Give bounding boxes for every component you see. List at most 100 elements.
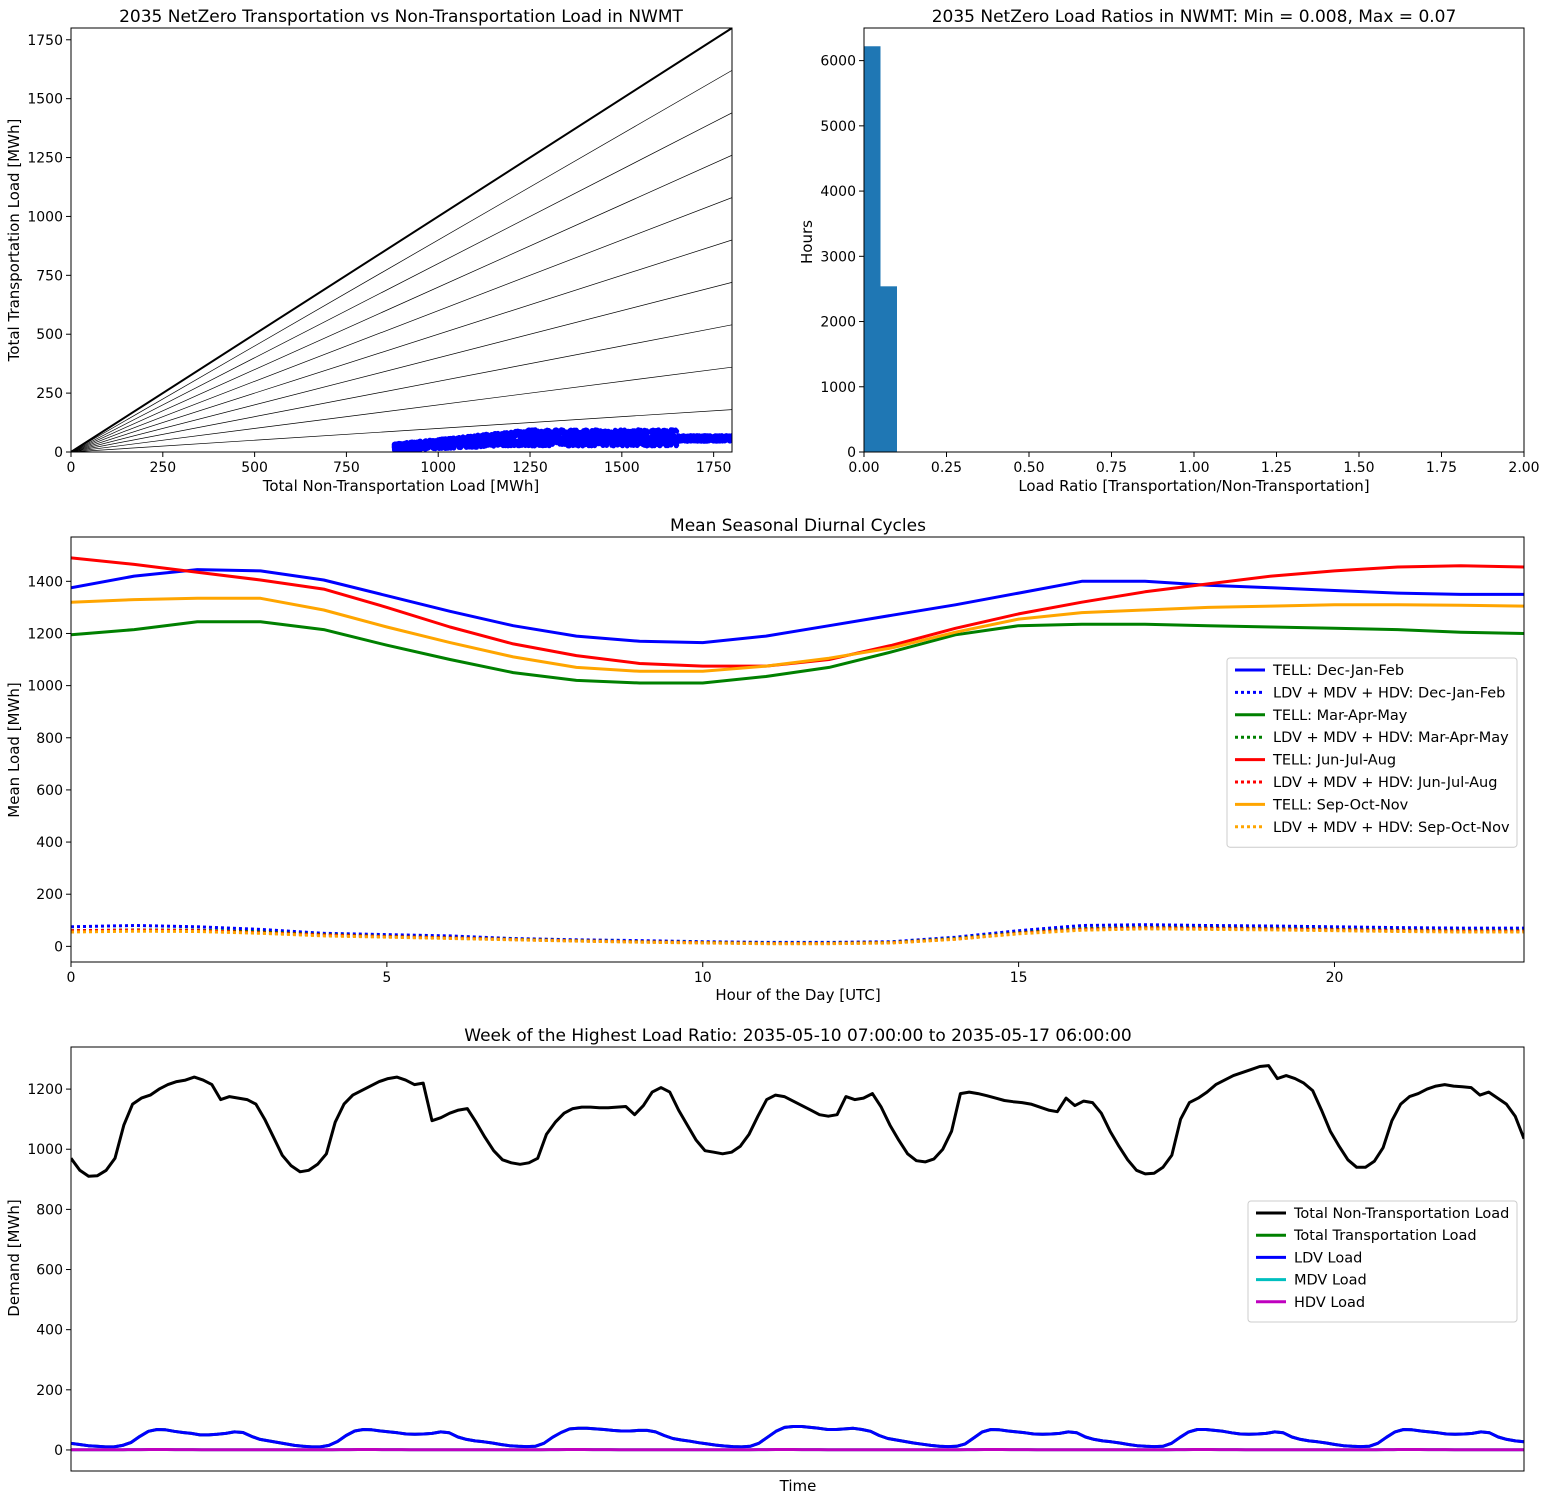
data-point: [702, 434, 707, 440]
data-point: [690, 437, 695, 443]
diurnal-ytick-label: 400: [36, 835, 63, 851]
histogram-xtick-label: 0.50: [1013, 460, 1044, 476]
data-point: [564, 442, 570, 448]
data-point: [400, 443, 406, 449]
data-point: [559, 442, 565, 447]
data-point: [485, 443, 491, 448]
data-point: [584, 440, 590, 446]
histogram-ytick-label: 0: [847, 445, 856, 461]
histogram-xtick-label: 2.00: [1508, 460, 1539, 476]
data-point: [717, 433, 722, 438]
data-point: [473, 439, 479, 445]
scatter-ytick-label: 1500: [27, 92, 63, 108]
diurnal-legend-box: [1226, 657, 1518, 848]
data-point: [472, 433, 477, 439]
data-point: [673, 427, 678, 433]
data-point: [632, 436, 638, 441]
diurnal-panel: Mean Seasonal Diurnal Cycles Hour of the…: [5, 516, 1525, 1004]
data-point: [493, 431, 499, 436]
data-point: [538, 442, 544, 448]
scatter-xtick-label: 1000: [420, 460, 456, 476]
week-ytick-label: 600: [36, 1263, 63, 1279]
data-point: [573, 436, 578, 441]
data-point: [533, 440, 539, 446]
data-point: [552, 427, 558, 433]
series-line: [71, 927, 1524, 946]
data-point: [604, 443, 610, 448]
data-point: [419, 446, 424, 451]
week-title: Week of the Highest Load Ratio: 2035-05-…: [464, 1026, 1131, 1046]
data-point: [502, 443, 508, 449]
week-legend-entry: Total Non-Transportation Load: [1293, 1206, 1509, 1222]
week-plot-area: [71, 1064, 1524, 1452]
data-point: [529, 433, 535, 439]
series-line: [71, 1425, 1524, 1449]
diurnal-ytick-label: 600: [36, 783, 63, 799]
data-point: [724, 437, 730, 443]
histogram-ylabel: Hours: [798, 220, 816, 264]
data-point: [569, 438, 574, 443]
data-point: [635, 432, 640, 438]
reference-line: [71, 324, 732, 452]
week-ytick-label: 0: [54, 1443, 63, 1459]
scatter-ytick-label: 1000: [27, 209, 63, 225]
data-point: [623, 430, 629, 436]
data-point: [667, 431, 672, 437]
week-ytick-label: 800: [36, 1202, 63, 1218]
data-point: [545, 430, 551, 436]
histogram-axes-frame: [863, 27, 1525, 453]
week-ytick-label: 1000: [27, 1142, 63, 1158]
series-line: [71, 596, 1524, 673]
diurnal-legend-entry: LDV + MDV + HDV: Dec-Jan-Feb: [1273, 685, 1505, 701]
data-point: [484, 439, 490, 445]
diurnal-ytick-label: 1200: [27, 626, 63, 642]
diurnal-ylabel: Mean Load [MWh]: [5, 682, 23, 817]
histogram-ytick-label: 3000: [820, 249, 856, 265]
histogram-bar: [880, 286, 897, 452]
scatter-xlabel: Total Non-Transportation Load [MWh]: [262, 477, 540, 495]
data-point: [406, 441, 412, 447]
data-point: [526, 443, 531, 449]
diurnal-xtick-label: 5: [382, 970, 391, 986]
scatter-ytick-label: 0: [54, 445, 63, 461]
data-point: [695, 434, 701, 440]
data-point: [678, 435, 684, 441]
scatter-xtick-label: 500: [241, 460, 268, 476]
data-point: [439, 436, 445, 442]
data-point: [592, 438, 598, 444]
scatter-axes-frame: [70, 27, 733, 453]
data-point: [468, 442, 474, 448]
data-point: [515, 442, 520, 448]
histogram-xtick-label: 1.25: [1261, 460, 1292, 476]
scatter-xtick-label: 1250: [512, 460, 548, 476]
data-point: [728, 435, 732, 440]
histogram-panel: 2035 NetZero Load Ratios in NWMT: Min = …: [798, 7, 1540, 495]
data-point: [496, 437, 502, 442]
data-point: [574, 441, 579, 447]
data-point: [587, 434, 592, 440]
diurnal-legend-entry: LDV + MDV + HDV: Sep-Oct-Nov: [1273, 820, 1510, 836]
data-point: [469, 437, 475, 443]
data-point: [609, 439, 615, 445]
data-point: [432, 446, 438, 451]
diurnal-legend-entry: TELL: Jun-Jul-Aug: [1272, 753, 1396, 769]
data-point: [478, 438, 484, 444]
scatter-xtick-label: 1750: [696, 460, 732, 476]
scatter-ytick-label: 1250: [27, 151, 63, 167]
data-point: [544, 436, 550, 441]
data-point: [449, 444, 455, 449]
diurnal-ytick-label: 1000: [27, 679, 63, 695]
data-point: [507, 431, 512, 437]
data-point: [578, 432, 583, 437]
scatter-ytick-label: 750: [36, 268, 63, 284]
histogram-xtick-label: 0.25: [931, 460, 962, 476]
histogram-xlabel: Load Ratio [Transportation/Non-Transport…: [1018, 477, 1369, 495]
data-point: [510, 430, 516, 436]
reference-line: [71, 197, 732, 452]
data-point: [489, 439, 495, 445]
data-point: [433, 440, 439, 446]
data-point: [520, 430, 526, 436]
histogram-title: 2035 NetZero Load Ratios in NWMT: Min = …: [932, 7, 1457, 27]
data-point: [560, 427, 566, 433]
data-point: [626, 439, 631, 445]
